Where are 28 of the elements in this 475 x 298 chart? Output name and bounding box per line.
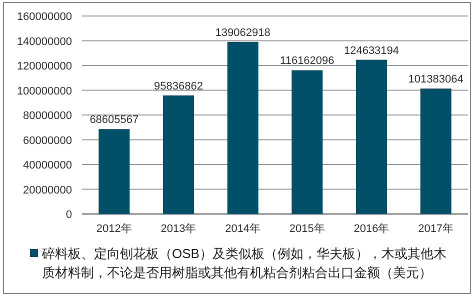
- x-tick-label: 2015年: [289, 223, 325, 235]
- bar: [98, 129, 130, 214]
- legend-label: 碎料板、定向刨花板（OSB）及类似板（例如，华夫板），木或其他木质材料制，不论是否用树脂或其他有机粘合剂粘合出口金额（美元）: [41, 245, 448, 282]
- bar: [356, 60, 387, 214]
- x-tick-label: 2016年: [354, 223, 390, 235]
- bar: [420, 88, 452, 214]
- y-tick-label: 140000000: [16, 36, 72, 48]
- y-tick-label: 40000000: [23, 160, 72, 172]
- x-tick-label: 2013年: [160, 223, 196, 235]
- data-label: 124633194: [344, 44, 400, 57]
- x-tick-label: 2012年: [96, 223, 132, 235]
- y-tick-label: 80000000: [23, 110, 72, 122]
- y-tick-label: 160000000: [16, 11, 72, 23]
- y-tick-label: 60000000: [23, 134, 72, 147]
- bar: [163, 95, 194, 214]
- data-label: 68605567: [90, 114, 139, 126]
- data-label: 95836862: [154, 80, 203, 92]
- x-tick-label: 2014年: [225, 223, 261, 235]
- bar: [292, 70, 323, 214]
- y-tick-label: 20000000: [23, 184, 72, 196]
- x-tick-label: 2017年: [418, 223, 454, 235]
- data-label: 139062918: [215, 26, 270, 39]
- data-label: 101383064: [408, 74, 464, 86]
- bar: [227, 42, 258, 214]
- y-tick-label: 120000000: [16, 60, 72, 72]
- y-tick-label: 100000000: [16, 85, 72, 98]
- y-tick-label: 0: [66, 209, 72, 221]
- data-label: 116162096: [280, 55, 334, 68]
